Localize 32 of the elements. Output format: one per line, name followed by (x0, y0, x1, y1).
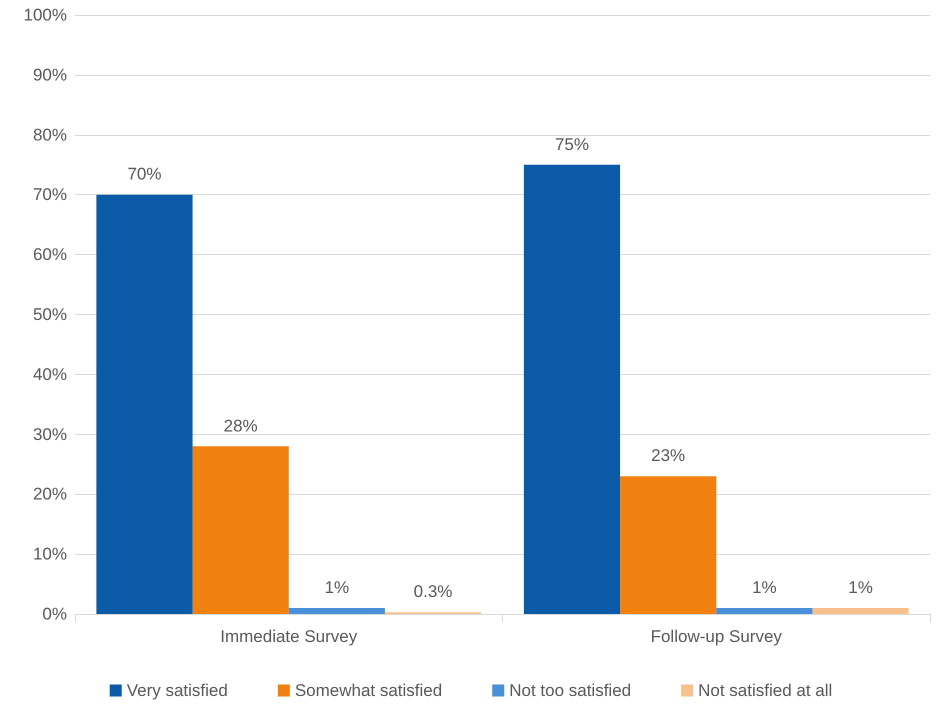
y-tick-label: 40% (32, 364, 67, 384)
bar (812, 608, 909, 614)
y-tick-label: 100% (24, 6, 67, 24)
legend-label: Not satisfied at all (698, 681, 832, 700)
data-label: 1% (324, 578, 350, 598)
data-label: 28% (224, 416, 258, 436)
y-tick-label: 50% (32, 305, 67, 324)
data-label: 1% (752, 578, 777, 598)
y-tick-label: 20% (32, 484, 67, 504)
y-tick-label: 60% (32, 245, 67, 264)
data-label: 0.3% (414, 582, 452, 602)
bar (716, 608, 812, 614)
y-tick-label: 80% (32, 125, 67, 144)
y-tick-label: 90% (32, 65, 67, 84)
y-tick-label: 30% (32, 424, 67, 444)
x-tick-label: Immediate Survey (220, 627, 358, 646)
data-label: 1% (848, 578, 873, 598)
data-label: 23% (651, 446, 686, 466)
data-label: 70% (127, 164, 162, 184)
legend-label: Very satisfied (126, 681, 228, 700)
data-label: 75% (554, 134, 589, 154)
y-tick-label: 0% (42, 604, 67, 624)
x-tick-label: Follow-up Survey (650, 627, 782, 646)
legend-label: Not too satisfied (509, 681, 632, 700)
y-tick-label: 70% (32, 185, 67, 204)
bar (96, 194, 193, 614)
y-tick-label: 10% (32, 544, 67, 564)
bar (192, 446, 289, 614)
bar (620, 476, 716, 614)
bar (524, 164, 620, 614)
bar (288, 608, 385, 614)
legend-label: Somewhat satisfied (294, 681, 442, 700)
